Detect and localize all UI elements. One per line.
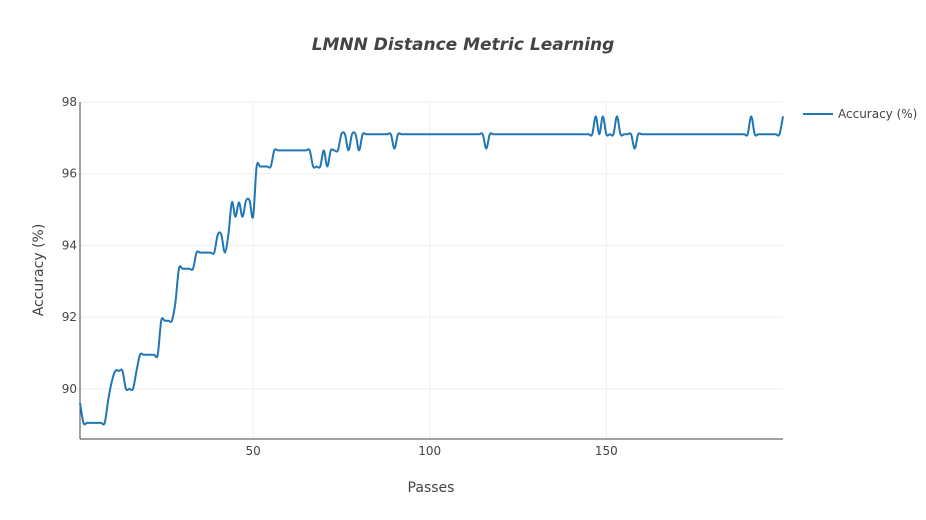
y-tick-label: 96 (62, 167, 77, 181)
y-tick-label: 98 (62, 95, 77, 109)
x-tick-labels: 50 100 150 (245, 444, 617, 458)
y-tick-label: 90 (62, 382, 77, 396)
x-tick-label: 150 (595, 444, 618, 458)
legend[interactable]: Accuracy (%) (803, 107, 917, 121)
legend-label: Accuracy (%) (838, 107, 917, 121)
chart-title: LMNN Distance Metric Learning (312, 35, 615, 55)
x-tick-label: 50 (245, 444, 260, 458)
y-tick-labels: 90 92 94 96 98 (62, 95, 77, 396)
x-axis-title: Passes (408, 480, 455, 496)
series-layer (79, 115, 784, 426)
y-tick-label: 94 (62, 238, 77, 252)
y-gridlines (80, 101, 783, 390)
x-gridlines (252, 102, 607, 439)
y-axis-title: Accuracy (%) (31, 224, 47, 317)
series-line (79, 115, 784, 426)
y-tick-label: 92 (62, 310, 77, 324)
x-tick-label: 100 (418, 444, 441, 458)
